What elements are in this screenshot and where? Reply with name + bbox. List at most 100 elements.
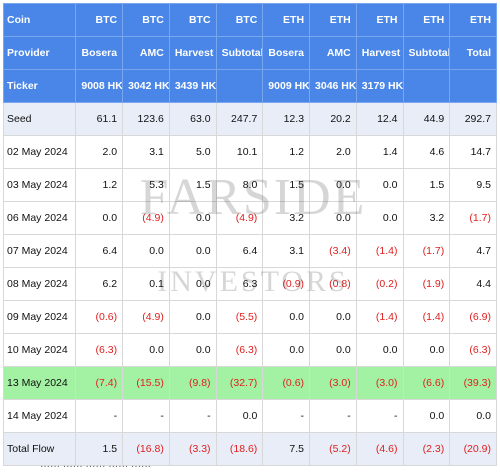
flow-cell: 61.1 bbox=[75, 102, 124, 136]
header-row: Ticker 9008 HK 3042 HK 3439 HK 9009 HK 3046 H… bbox=[2, 69, 497, 103]
row-label: 03 May 2024 bbox=[2, 168, 77, 202]
flow-cell: (20.9) bbox=[449, 432, 497, 466]
flow-cell: (39.3) bbox=[449, 366, 497, 400]
flow-cell: 1.4 bbox=[355, 135, 404, 169]
flow-cell: 0.0 bbox=[449, 399, 497, 433]
flow-cell: 0.0 bbox=[168, 300, 217, 334]
header-cell: ETH bbox=[309, 3, 357, 37]
flow-cell: 3.1 bbox=[262, 234, 311, 268]
row-label: 10 May 2024 bbox=[2, 333, 77, 367]
header-cell: 9008 HK bbox=[75, 69, 124, 103]
header-cell: ETH bbox=[449, 3, 497, 37]
flow-cell: 12.4 bbox=[355, 102, 404, 136]
header-cell: Total bbox=[449, 36, 497, 70]
header-cell bbox=[215, 69, 264, 103]
row-label: Total Flow bbox=[2, 432, 77, 466]
header-cell: Harvest bbox=[168, 36, 217, 70]
header-cell: 3439 HK bbox=[168, 69, 217, 103]
header-cell: AMC bbox=[309, 36, 357, 70]
flow-cell: (6.3) bbox=[449, 333, 497, 367]
flow-cell: (1.4) bbox=[402, 300, 451, 334]
flow-cell: (1.4) bbox=[355, 234, 404, 268]
row-label: 02 May 2024 bbox=[2, 135, 77, 169]
flow-cell: (1.7) bbox=[402, 234, 451, 268]
flow-cell: (6.3) bbox=[215, 333, 264, 367]
flow-cell: (0.2) bbox=[355, 267, 404, 301]
flow-cell: 0.0 bbox=[355, 333, 404, 367]
row-label: 08 May 2024 bbox=[2, 267, 77, 301]
flow-cell: 4.4 bbox=[449, 267, 497, 301]
flow-cell: 0.0 bbox=[309, 333, 357, 367]
flow-cell: 1.2 bbox=[75, 168, 124, 202]
flow-cell: 0.0 bbox=[309, 300, 357, 334]
flow-cell: 0.0 bbox=[262, 300, 311, 334]
header-label: Provider bbox=[2, 36, 77, 70]
flow-cell: (3.3) bbox=[168, 432, 217, 466]
row-label: 09 May 2024 bbox=[2, 300, 77, 334]
header-cell: Bosera bbox=[262, 36, 311, 70]
flow-cell: 6.3 bbox=[215, 267, 264, 301]
flow-cell: 8.0 bbox=[215, 168, 264, 202]
row-label: 07 May 2024 bbox=[2, 234, 77, 268]
flow-cell: - bbox=[309, 399, 357, 433]
flow-cell: (5.2) bbox=[309, 432, 357, 466]
flow-cell: 3.2 bbox=[402, 201, 451, 235]
flow-cell: 5.0 bbox=[168, 135, 217, 169]
flow-cell: 0.0 bbox=[168, 333, 217, 367]
header-cell: ETH bbox=[262, 3, 311, 37]
flow-cell: 4.6 bbox=[402, 135, 451, 169]
flow-cell: 0.0 bbox=[75, 201, 124, 235]
header-cell: Harvest bbox=[355, 36, 404, 70]
flow-cell: 0.1 bbox=[122, 267, 170, 301]
table-row: 02 May 2024 2.0 3.1 5.0 10.1 1.2 2.0 1.4 4.6 14.7 bbox=[2, 135, 497, 169]
flow-cell: (2.3) bbox=[402, 432, 451, 466]
header-cell: 3179 HK bbox=[355, 69, 404, 103]
total-row: Total Flow 1.5 (16.8) (3.3) (18.6) 7.5 (5.2) (4… bbox=[2, 432, 497, 466]
flow-cell: 6.2 bbox=[75, 267, 124, 301]
flow-cell: (3.0) bbox=[309, 366, 357, 400]
flow-cell: (6.9) bbox=[449, 300, 497, 334]
flow-cell: 1.5 bbox=[75, 432, 124, 466]
flow-cell: 9.5 bbox=[449, 168, 497, 202]
header-cell: Subtotal bbox=[215, 36, 264, 70]
flow-cell: 3.2 bbox=[262, 201, 311, 235]
header-cell: 9009 HK bbox=[262, 69, 311, 103]
flow-cell: 1.5 bbox=[168, 168, 217, 202]
row-label: 06 May 2024 bbox=[2, 201, 77, 235]
flow-cell: 10.1 bbox=[215, 135, 264, 169]
header-cell: BTC bbox=[215, 3, 264, 37]
header-label: Ticker bbox=[2, 69, 77, 103]
flow-cell: (7.4) bbox=[75, 366, 124, 400]
header-cell: BTC bbox=[75, 3, 124, 37]
flow-cell: 0.0 bbox=[355, 168, 404, 202]
flow-cell: 0.0 bbox=[402, 399, 451, 433]
flow-cell: (4.6) bbox=[355, 432, 404, 466]
flow-cell: 1.2 bbox=[262, 135, 311, 169]
header-row: Coin BTC BTC BTC BTC ETH ETH ETH ETH ETH bbox=[2, 3, 497, 37]
flow-cell: 292.7 bbox=[449, 102, 497, 136]
table-row: 13 May 2024 (7.4) (15.5) (9.8) (32.7) (0.6) (3… bbox=[2, 366, 497, 400]
flow-cell: (4.9) bbox=[122, 300, 170, 334]
flow-cell: - bbox=[122, 399, 170, 433]
flow-cell: 0.0 bbox=[168, 234, 217, 268]
flow-cell: 3.1 bbox=[122, 135, 170, 169]
flow-cell: 0.0 bbox=[355, 201, 404, 235]
table-row: 14 May 2024- - -0.0- - -0.0 0.0 bbox=[2, 399, 497, 433]
seed-row: Seed 61.1 123.6 63.0 247.7 12.3 20.2 12.4 44.9 29… bbox=[2, 102, 497, 136]
flow-cell: - bbox=[355, 399, 404, 433]
flow-cell: 0.0 bbox=[168, 267, 217, 301]
header-cell: AMC bbox=[122, 36, 170, 70]
flow-cell: 247.7 bbox=[215, 102, 264, 136]
row-label: Seed bbox=[2, 102, 77, 136]
flow-cell: (32.7) bbox=[215, 366, 264, 400]
header-cell: Subtotal bbox=[402, 36, 451, 70]
header-cell bbox=[402, 69, 451, 103]
header-cell: ETH bbox=[355, 3, 404, 37]
flow-cell: 20.2 bbox=[309, 102, 357, 136]
header-label: Coin bbox=[2, 3, 77, 37]
header-cell: ETH bbox=[402, 3, 451, 37]
header-cell: BTC bbox=[168, 3, 217, 37]
flow-cell: (5.5) bbox=[215, 300, 264, 334]
flow-cell: 5.3 bbox=[122, 168, 170, 202]
flow-cell: 7.5 bbox=[262, 432, 311, 466]
